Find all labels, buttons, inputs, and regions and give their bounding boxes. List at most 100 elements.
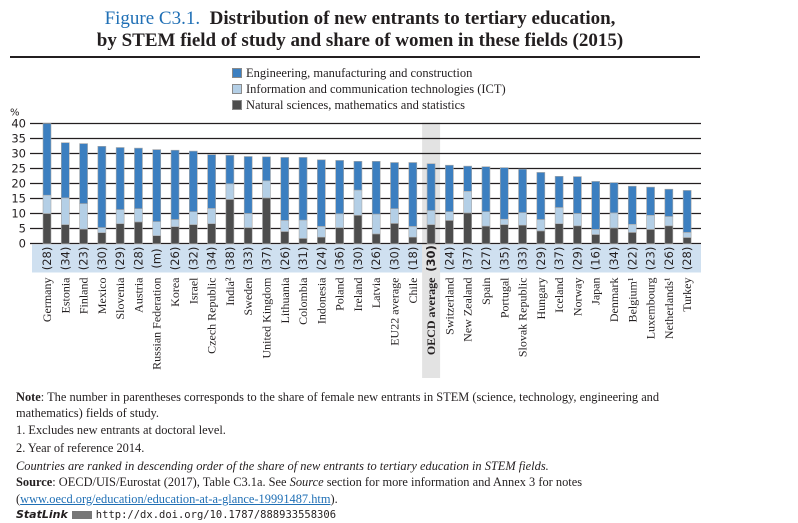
- female-share-label: (28): [40, 247, 54, 271]
- ranking-text: Countries are ranked in descending order…: [16, 459, 549, 474]
- source-text: : OECD/UIS/Eurostat (2017), Table C3.1a.…: [52, 475, 290, 490]
- legend-swatch-engineering: [232, 68, 242, 78]
- source-paragraph: Source: OECD/UIS/Eurostat (2017), Table …: [16, 474, 716, 507]
- female-share-label: (38): [223, 247, 237, 271]
- source-text-2: section for more information and Annex 3…: [16, 475, 583, 506]
- female-share-label: (26): [369, 247, 383, 271]
- bar-segment-natural-sciences: [170, 226, 180, 244]
- y-tick-label: 0: [19, 237, 26, 251]
- bar-segment-natural-sciences: [591, 234, 601, 244]
- female-share-label: (34): [205, 247, 219, 271]
- bar-segment-engineering: [499, 167, 509, 220]
- bar-segment-engineering: [536, 172, 546, 220]
- category-label: Estonia: [58, 277, 72, 314]
- category-label: Israel: [186, 277, 200, 304]
- category-label: Indonesia: [314, 277, 328, 324]
- category-label: Turkey: [680, 278, 694, 312]
- bar-segment-ict: [243, 213, 253, 228]
- bar-segment-ict: [463, 191, 472, 214]
- bar-segment-engineering: [42, 123, 52, 196]
- category-label: Denmark: [607, 278, 621, 323]
- ranking-note: Countries are ranked in descending order…: [16, 458, 716, 474]
- female-share-label: (34): [607, 247, 621, 271]
- bar-segment-natural-sciences: [298, 238, 308, 244]
- bar-segment-ict: [682, 232, 692, 238]
- legend-item-natural-sciences: Natural sciences, mathematics and statis…: [232, 97, 506, 113]
- female-share-label: (29): [570, 247, 584, 271]
- category-label: Ireland: [351, 278, 365, 312]
- label-band: [32, 244, 701, 273]
- bar-segment-natural-sciences: [609, 227, 619, 244]
- y-tick-label: 30: [11, 147, 26, 161]
- bar-segment-engineering: [335, 160, 344, 215]
- bar-segment-engineering: [554, 176, 564, 208]
- bar-segment-natural-sciences: [646, 229, 655, 244]
- bar-segment-engineering: [225, 154, 235, 185]
- female-share-label: (37): [461, 247, 475, 271]
- bar-segment-ict: [152, 221, 162, 236]
- bar-segment-natural-sciences: [262, 197, 271, 244]
- footnote-1: 1. Excludes new entrants at doctoral lev…: [16, 422, 226, 437]
- bar-segment-engineering: [207, 154, 216, 209]
- bar-segment-natural-sciences: [225, 199, 235, 244]
- category-label: Germany: [40, 278, 54, 323]
- bar-segment-ict: [225, 183, 235, 200]
- statlink-logo-icon: [71, 511, 92, 520]
- female-share-label: (37): [552, 247, 566, 271]
- bar-segment-engineering: [97, 145, 107, 228]
- bar-segment-natural-sciences: [60, 224, 70, 244]
- bar-segment-ict: [371, 213, 381, 235]
- bar-segment-engineering: [79, 143, 88, 204]
- bar-segment-natural-sciences: [573, 225, 582, 244]
- bar-segment-engineering: [262, 156, 271, 182]
- source-link[interactable]: www.oecd.org/education/education-at-a-gl…: [20, 491, 331, 506]
- female-share-label: (m): [150, 248, 164, 268]
- label-band-highlight: [422, 244, 441, 273]
- bar-segment-engineering: [518, 168, 527, 213]
- bar-segment-natural-sciences: [207, 223, 216, 244]
- bar-segment-engineering: [280, 157, 290, 221]
- female-share-label: (36): [333, 247, 347, 271]
- source-label: Source: [16, 475, 53, 490]
- bar-segment-natural-sciences: [280, 231, 290, 244]
- bar-segment-engineering: [481, 166, 491, 212]
- bar-segment-engineering: [426, 163, 436, 211]
- bar-segment-engineering: [627, 185, 637, 225]
- bar-segment-ict: [627, 224, 637, 233]
- female-share-label: (33): [516, 247, 530, 271]
- category-label: Slovenia: [113, 277, 127, 320]
- bar-segment-engineering: [573, 176, 582, 214]
- legend-label: Natural sciences, mathematics and statis…: [246, 97, 466, 112]
- category-label: India²: [223, 277, 237, 306]
- bar-segment-engineering: [317, 159, 326, 227]
- legend-swatch-natural-sciences: [232, 100, 242, 110]
- category-label: Iceland: [552, 278, 566, 313]
- bar-segment-ict: [170, 219, 180, 227]
- bar-segment-natural-sciences: [115, 223, 125, 244]
- bar-segment-natural-sciences: [426, 224, 436, 244]
- figure-label: Figure C3.1.: [104, 8, 201, 29]
- female-share-label: (30): [424, 245, 438, 272]
- legend-item-engineering: Engineering, manufacturing and construct…: [232, 65, 506, 81]
- bar-segment-engineering: [390, 162, 399, 210]
- bar-segment-ict: [317, 226, 326, 238]
- title-line-2: by STEM field of study and share of wome…: [96, 30, 624, 51]
- note-label: Note: [16, 390, 41, 404]
- legend-item-ict: Information and communication technologi…: [232, 81, 506, 97]
- footnote-2: 2. Year of reference 2014.: [16, 440, 145, 455]
- source-italic: Source: [289, 475, 324, 490]
- bar-segment-engineering: [646, 186, 655, 216]
- bar-segment-natural-sciences: [79, 228, 88, 244]
- bar-segment-ict: [591, 229, 601, 235]
- bar-segment-engineering: [445, 164, 454, 212]
- category-label: New Zealand: [461, 278, 475, 342]
- statlink-label: StatLink: [16, 508, 68, 522]
- female-share-label: (32): [186, 247, 200, 271]
- y-tick-label: 25: [11, 162, 26, 176]
- y-tick-label: 15: [11, 192, 26, 206]
- bar-segment-engineering: [115, 147, 125, 210]
- figure-title: Figure C3.1. Distribution of new entrant…: [0, 8, 720, 52]
- bar-segment-engineering: [189, 150, 198, 212]
- statlink-url[interactable]: http://dx.doi.org/10.1787/888933558306: [95, 509, 337, 522]
- y-tick-label: 20: [11, 177, 26, 191]
